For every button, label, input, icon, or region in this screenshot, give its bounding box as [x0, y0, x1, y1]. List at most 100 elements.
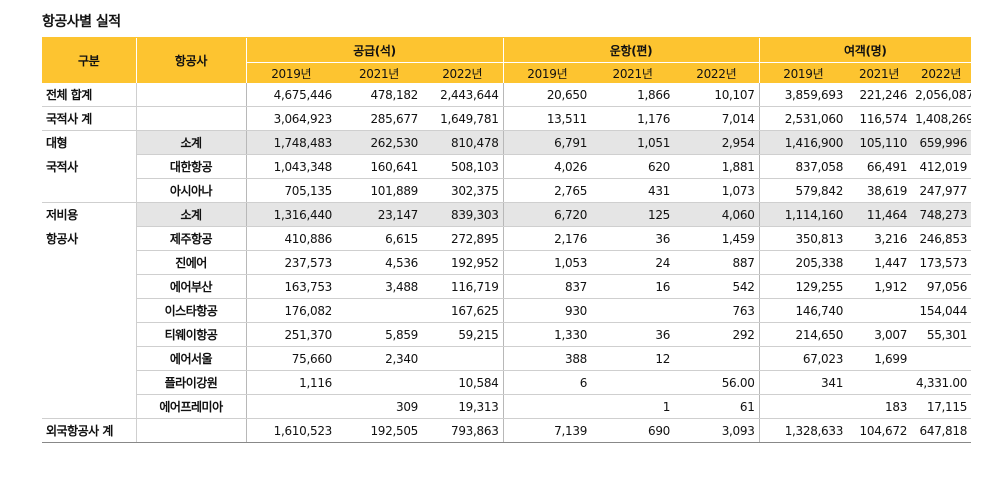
- cell-supply-2019: 4,675,446: [245, 83, 336, 107]
- table-row: 대형 소계 1,748,483 262,530 810,478 6,791 1,…: [42, 130, 972, 155]
- cell-pax-2019: 837,058: [758, 154, 848, 179]
- row-airline: 제주항공: [135, 226, 246, 251]
- cell-flights-2019: 6,720: [502, 202, 592, 227]
- cell-supply-2021: 262,530: [336, 130, 422, 155]
- cell-flights-2021: 36: [591, 322, 675, 347]
- cell-flights-2019: 837: [502, 274, 592, 299]
- cell-supply-2021: 23,147: [336, 202, 422, 227]
- cell-flights-2021: 1,051: [591, 130, 675, 155]
- cell-pax-2019: [758, 394, 848, 419]
- cell-flights-2022: 61: [674, 394, 760, 419]
- cell-flights-2022: 4,060: [674, 202, 760, 227]
- table-row: 이스타항공 176,082 167,625 930 763 146,740 15…: [42, 298, 972, 323]
- header-year: 2019년: [502, 62, 592, 83]
- cell-flights-2021: [591, 298, 675, 323]
- table-row: 플라이강원 1,116 10,584 6 56.00 341 4,331.00: [42, 370, 972, 395]
- cell-supply-2021: [336, 298, 422, 323]
- cell-supply-2021: 101,889: [336, 178, 422, 203]
- cell-flights-2022: [674, 346, 760, 371]
- cell-flights-2022: 10,107: [674, 83, 760, 107]
- cell-flights-2022: 542: [674, 274, 760, 299]
- cell-pax-2021: 66,491: [847, 154, 912, 179]
- header-year: 2021년: [847, 62, 912, 83]
- cell-supply-2022: 116,719: [422, 274, 504, 299]
- cell-supply-2019: 3,064,923: [245, 106, 336, 131]
- header-year: 2022년: [911, 62, 972, 83]
- header-group-flights: 운항(편): [502, 38, 760, 63]
- cell-flights-2021: 1: [591, 394, 675, 419]
- cell-pax-2021: 1,912: [847, 274, 912, 299]
- row-airline: 에어부산: [135, 274, 246, 299]
- row-category: [42, 347, 136, 371]
- cell-supply-2019: 1,748,483: [245, 130, 336, 155]
- cell-supply-2022: 272,895: [422, 226, 504, 251]
- cell-supply-2022: 508,103: [422, 154, 504, 179]
- cell-flights-2021: 1,866: [591, 83, 675, 107]
- cell-pax-2019: 350,813: [758, 226, 848, 251]
- cell-supply-2021: 309: [336, 394, 422, 419]
- cell-supply-2021: 6,615: [336, 226, 422, 251]
- cell-supply-2022: 10,584: [422, 370, 504, 395]
- cell-supply-2022: 302,375: [422, 178, 504, 203]
- cell-pax-2019: 341: [758, 370, 848, 395]
- cell-flights-2021: 125: [591, 202, 675, 227]
- table-row: 에어부산 163,753 3,488 116,719 837 16 542 12…: [42, 274, 972, 299]
- cell-pax-2021: 3,007: [847, 322, 912, 347]
- table-row: 진에어 237,573 4,536 192,952 1,053 24 887 2…: [42, 250, 972, 275]
- cell-pax-2021: [847, 370, 912, 395]
- cell-pax-2021: 38,619: [847, 178, 912, 203]
- cell-pax-2019: 2,531,060: [758, 106, 848, 131]
- cell-flights-2022: 3,093: [674, 418, 760, 443]
- row-category: [42, 275, 136, 299]
- cell-flights-2019: 20,650: [502, 83, 592, 107]
- row-airline: 티웨이항공: [135, 322, 246, 347]
- cell-supply-2021: 4,536: [336, 250, 422, 275]
- table-row: 항공사 제주항공 410,886 6,615 272,895 2,176 36 …: [42, 226, 972, 251]
- table-top-rule: [42, 37, 971, 38]
- cell-flights-2019: 13,511: [502, 106, 592, 131]
- row-category: [42, 299, 136, 323]
- cell-pax-2019: 1,416,900: [758, 130, 848, 155]
- row-category: [42, 178, 136, 203]
- row-category: 전체 합계: [42, 83, 136, 107]
- cell-pax-2021: 221,246: [847, 83, 912, 107]
- row-category: 외국항공사 계: [42, 418, 136, 443]
- cell-flights-2022: 887: [674, 250, 760, 275]
- cell-pax-2021: 3,216: [847, 226, 912, 251]
- header-category: 구분: [42, 38, 136, 83]
- row-airline: [135, 106, 246, 131]
- row-category: [42, 323, 136, 347]
- cell-supply-2019: 1,116: [245, 370, 336, 395]
- performance-table: 구분 항공사 공급(석) 운항(편) 여객(명) 2019년 2021년 202…: [42, 38, 972, 443]
- row-airline: 플라이강원: [135, 370, 246, 395]
- cell-flights-2019: 1,053: [502, 250, 592, 275]
- cell-pax-2019: 205,338: [758, 250, 848, 275]
- row-category: 항공사: [46, 232, 78, 246]
- page-title: 항공사별 실적: [42, 14, 121, 30]
- cell-pax-2022: 97,056: [911, 274, 972, 299]
- header-year: 2021년: [591, 62, 675, 83]
- header-group-passengers: 여객(명): [758, 38, 972, 63]
- header-airline: 항공사: [135, 38, 246, 83]
- header-year: 2022년: [674, 62, 760, 83]
- row-airline: 이스타항공: [135, 298, 246, 323]
- cell-pax-2021: 183: [847, 394, 912, 419]
- table-row: 국적사 계 3,064,923 285,677 1,649,781 13,511…: [42, 106, 972, 131]
- cell-flights-2022: 56.00: [674, 370, 760, 395]
- cell-supply-2022: 192,952: [422, 250, 504, 275]
- cell-supply-2021: 160,641: [336, 154, 422, 179]
- row-airline: 진에어: [135, 250, 246, 275]
- cell-flights-2021: 690: [591, 418, 675, 443]
- row-airline: 소계: [135, 202, 246, 227]
- cell-pax-2022: [911, 346, 972, 371]
- cell-flights-2019: 7,139: [502, 418, 592, 443]
- cell-pax-2022: 55,301: [911, 322, 972, 347]
- cell-supply-2021: 3,488: [336, 274, 422, 299]
- cell-supply-2021: 5,859: [336, 322, 422, 347]
- cell-pax-2022: 246,853: [911, 226, 972, 251]
- cell-pax-2022: 1,408,269: [911, 106, 972, 131]
- cell-pax-2019: 67,023: [758, 346, 848, 371]
- row-airline: [135, 418, 246, 443]
- cell-flights-2022: 7,014: [674, 106, 760, 131]
- cell-supply-2022: 810,478: [422, 130, 504, 155]
